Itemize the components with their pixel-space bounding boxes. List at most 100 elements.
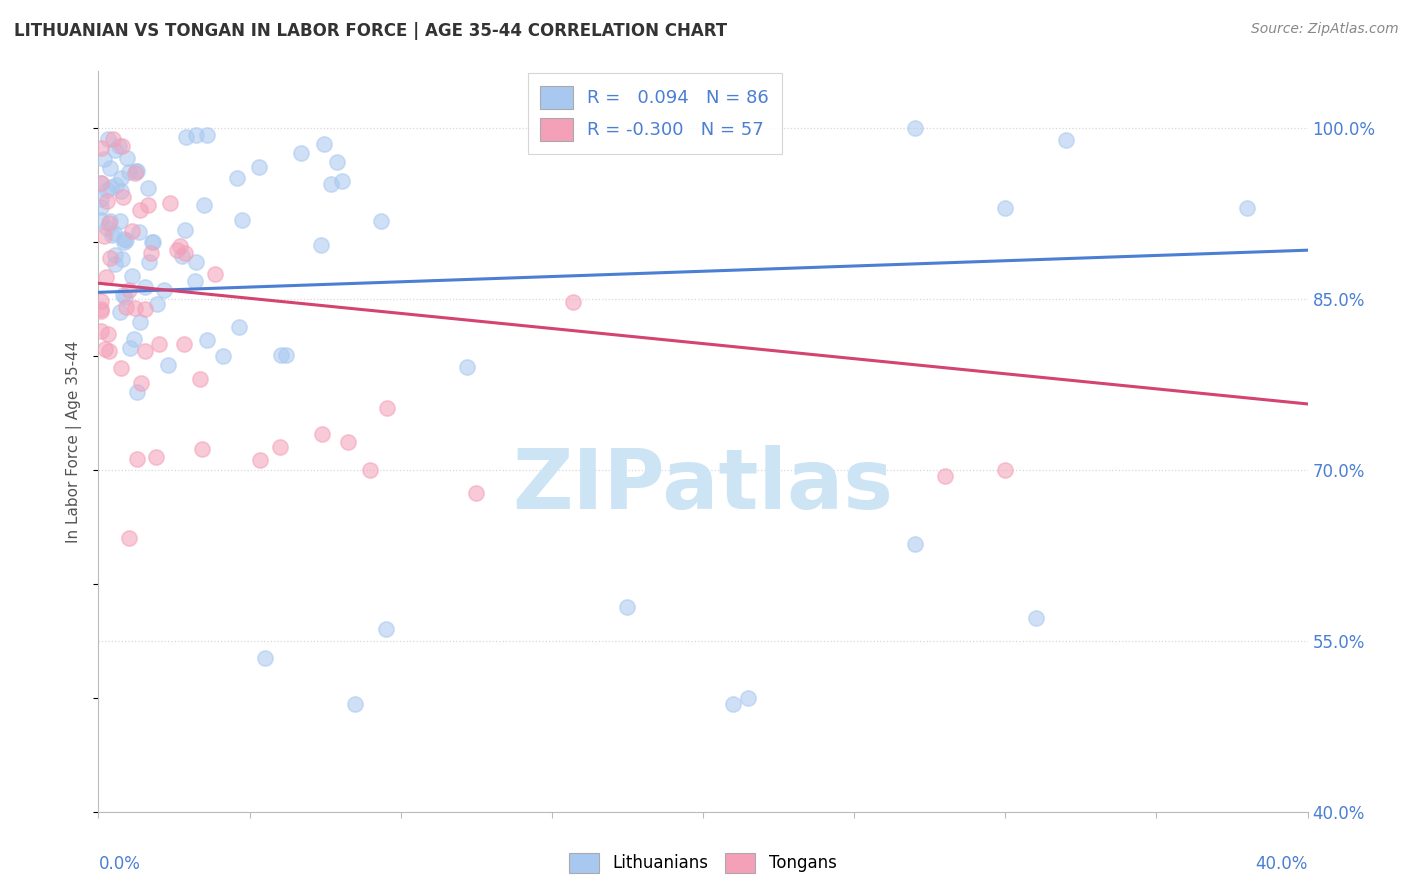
- Point: [184, 255, 207, 269]
- Point: [1024, 611, 1046, 625]
- Point: [138, 255, 160, 269]
- Point: [110, 304, 132, 318]
- Text: Source: ZipAtlas.com: Source: ZipAtlas.com: [1251, 22, 1399, 37]
- Point: [93, 229, 115, 244]
- Point: [110, 214, 132, 228]
- Point: [134, 301, 156, 316]
- Point: [98, 213, 121, 227]
- Point: [193, 198, 215, 212]
- Point: [228, 319, 250, 334]
- Point: [90, 192, 112, 206]
- Point: [128, 225, 150, 239]
- Point: [114, 289, 136, 303]
- Text: ZIPatlas: ZIPatlas: [513, 445, 893, 526]
- Point: [231, 213, 253, 227]
- Point: [90, 303, 112, 318]
- Point: [290, 146, 312, 161]
- Point: [183, 274, 205, 288]
- Point: [994, 463, 1017, 477]
- Point: [188, 372, 211, 386]
- Point: [104, 178, 127, 192]
- Point: [146, 297, 169, 311]
- Point: [375, 401, 398, 415]
- Point: [311, 237, 333, 252]
- Point: [90, 200, 112, 214]
- Point: [465, 485, 488, 500]
- Point: [174, 223, 197, 237]
- Point: [1054, 133, 1077, 147]
- Point: [337, 435, 360, 450]
- Point: [370, 214, 392, 228]
- Point: [96, 194, 118, 209]
- Point: [90, 301, 112, 316]
- Point: [195, 128, 218, 142]
- Point: [191, 442, 214, 456]
- Point: [326, 155, 349, 169]
- Point: [108, 139, 131, 153]
- Y-axis label: In Labor Force | Age 35-44: In Labor Force | Age 35-44: [66, 341, 83, 542]
- Point: [96, 220, 118, 235]
- Point: [142, 235, 165, 249]
- Point: [174, 130, 197, 145]
- Point: [111, 252, 134, 266]
- Point: [98, 251, 121, 265]
- Point: [93, 152, 115, 166]
- Point: [110, 171, 132, 186]
- Point: [184, 128, 207, 142]
- Point: [103, 226, 125, 240]
- Point: [115, 233, 138, 247]
- Point: [90, 324, 112, 338]
- Point: [169, 238, 191, 252]
- Point: [90, 176, 112, 190]
- Point: [125, 451, 148, 466]
- Point: [127, 164, 149, 178]
- Point: [312, 137, 335, 152]
- Point: [195, 334, 218, 348]
- Point: [129, 203, 152, 218]
- Point: [118, 165, 141, 179]
- Point: [148, 337, 170, 351]
- Point: [270, 348, 292, 362]
- Point: [374, 623, 396, 637]
- Point: [737, 690, 759, 705]
- Point: [249, 453, 271, 467]
- Text: 0.0%: 0.0%: [98, 855, 141, 873]
- Point: [212, 349, 235, 363]
- Point: [122, 332, 145, 346]
- Point: [115, 300, 138, 314]
- Point: [344, 697, 367, 711]
- Point: [166, 244, 188, 258]
- Point: [104, 248, 127, 262]
- Point: [321, 177, 343, 191]
- Text: LITHUANIAN VS TONGAN IN LABOR FORCE | AGE 35-44 CORRELATION CHART: LITHUANIAN VS TONGAN IN LABOR FORCE | AG…: [14, 22, 727, 40]
- Point: [153, 283, 176, 297]
- Point: [145, 450, 167, 464]
- Point: [561, 295, 583, 310]
- Point: [360, 463, 382, 477]
- Point: [117, 151, 139, 165]
- Point: [121, 224, 143, 238]
- Point: [934, 468, 956, 483]
- Text: 40.0%: 40.0%: [1256, 855, 1308, 873]
- Point: [141, 235, 163, 249]
- Point: [98, 344, 121, 359]
- Point: [138, 198, 160, 212]
- Point: [94, 343, 117, 357]
- Point: [112, 190, 135, 204]
- Point: [112, 232, 135, 246]
- Point: [97, 327, 120, 342]
- Point: [173, 336, 195, 351]
- Point: [118, 341, 141, 355]
- Point: [110, 184, 132, 198]
- Point: [136, 181, 159, 195]
- Point: [225, 171, 247, 186]
- Point: [104, 257, 127, 271]
- Point: [330, 174, 353, 188]
- Point: [98, 161, 121, 175]
- Point: [139, 245, 162, 260]
- Point: [174, 245, 197, 260]
- Point: [100, 180, 122, 194]
- Point: [90, 141, 112, 155]
- Point: [101, 132, 124, 146]
- Point: [118, 532, 141, 546]
